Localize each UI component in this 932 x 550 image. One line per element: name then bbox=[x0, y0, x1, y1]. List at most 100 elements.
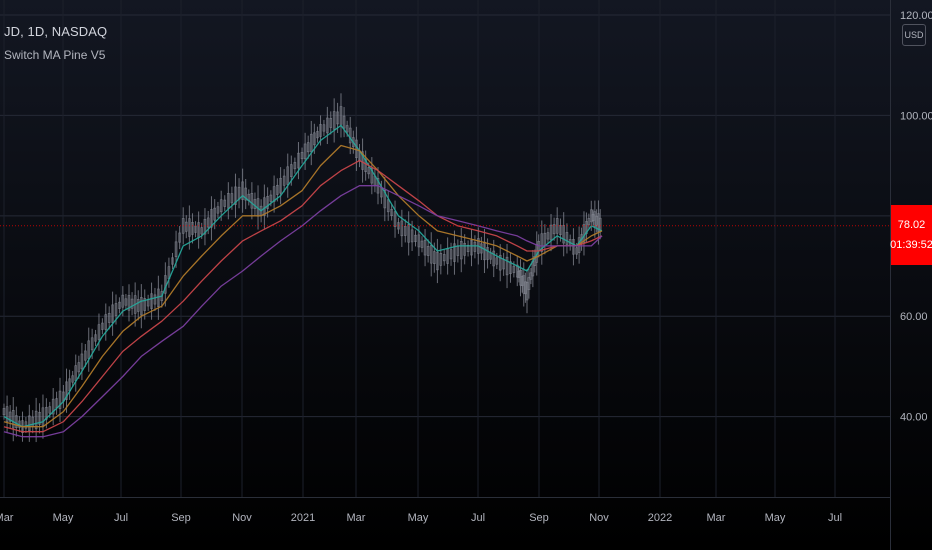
candle-body bbox=[505, 256, 509, 276]
candle-body bbox=[153, 294, 157, 305]
candle-body bbox=[509, 261, 512, 275]
candle-body bbox=[111, 304, 114, 323]
candle-body bbox=[426, 246, 430, 256]
candle-body bbox=[11, 410, 15, 429]
candle-body bbox=[342, 115, 346, 129]
indicator-legend[interactable]: Switch MA Pine V5 bbox=[4, 48, 106, 62]
candle-body bbox=[459, 240, 463, 260]
candle-body bbox=[348, 127, 352, 144]
x-tick-label-10: Nov bbox=[589, 512, 609, 524]
candle-body bbox=[309, 133, 313, 153]
x-tick-label-9: Sep bbox=[529, 512, 549, 524]
candle-body bbox=[282, 175, 286, 186]
candle-body bbox=[244, 187, 247, 201]
candle-body bbox=[313, 132, 316, 146]
candle-body bbox=[150, 293, 153, 309]
candle-body bbox=[332, 111, 336, 130]
candle-body bbox=[517, 270, 521, 278]
currency-badge[interactable]: USD bbox=[902, 24, 926, 46]
candle-body bbox=[253, 199, 257, 210]
candle-body bbox=[8, 411, 12, 422]
y-tick-label-0: 40.00 bbox=[900, 412, 928, 424]
candle-body bbox=[383, 189, 387, 209]
candle-body bbox=[5, 406, 9, 422]
symbol-legend[interactable]: JD, 1D, NASDAQ bbox=[4, 24, 108, 39]
candle-body bbox=[519, 270, 522, 286]
candle-body bbox=[143, 298, 147, 311]
candle-body bbox=[213, 207, 216, 221]
candle-body bbox=[463, 242, 466, 256]
candle-body bbox=[345, 125, 349, 133]
candle-body bbox=[210, 209, 213, 228]
y-tick-labels: 40.00 60.00 100.00 120.00 bbox=[900, 10, 932, 424]
candle-body bbox=[361, 151, 364, 170]
x-tick-label-7: May bbox=[408, 512, 429, 524]
candle-body bbox=[470, 239, 473, 256]
candle-body bbox=[403, 225, 407, 236]
candle-body bbox=[495, 257, 499, 265]
candle-body bbox=[184, 221, 188, 232]
candle-body bbox=[442, 254, 446, 262]
candle-body bbox=[524, 281, 527, 295]
candle-body bbox=[188, 218, 191, 237]
candle-body bbox=[230, 193, 234, 204]
last-price-label: 78.02 01:39:52 bbox=[890, 205, 932, 265]
candle-body bbox=[219, 199, 223, 213]
candle-body bbox=[15, 415, 18, 428]
candle-body bbox=[303, 143, 307, 160]
candle-body bbox=[290, 164, 293, 177]
candle-body bbox=[124, 298, 128, 306]
candle-body bbox=[104, 314, 108, 330]
candle-body bbox=[436, 251, 439, 271]
candle-body bbox=[216, 206, 220, 214]
candle-body bbox=[181, 218, 185, 234]
candle-body bbox=[101, 322, 104, 330]
candle-body bbox=[58, 390, 62, 410]
candle-body bbox=[90, 337, 94, 351]
candle-body bbox=[582, 224, 586, 243]
candle-body bbox=[329, 118, 333, 128]
candle-body bbox=[38, 411, 41, 425]
candle-body bbox=[370, 167, 374, 184]
candle-body bbox=[552, 224, 556, 235]
candle-body bbox=[241, 181, 244, 200]
x-tick-label-3: Sep bbox=[171, 512, 191, 524]
candle-body bbox=[352, 137, 355, 148]
candle-body bbox=[107, 312, 111, 323]
candle-body bbox=[319, 124, 322, 137]
candle-body bbox=[390, 208, 393, 216]
candle-body bbox=[386, 199, 390, 213]
candle-body bbox=[466, 244, 470, 252]
candle-body bbox=[449, 249, 453, 260]
candle-body bbox=[114, 303, 118, 316]
candle-body bbox=[400, 220, 404, 237]
candle-body bbox=[546, 232, 550, 240]
y-tick-label-1: 60.00 bbox=[900, 311, 928, 323]
candle-body bbox=[525, 281, 529, 301]
candle-body bbox=[297, 152, 300, 169]
candle-body bbox=[174, 241, 178, 258]
candle-body bbox=[522, 275, 526, 294]
candle-body bbox=[94, 334, 97, 342]
last-price-value: 78.02 bbox=[897, 219, 926, 231]
candle-body bbox=[512, 265, 516, 273]
candle-body bbox=[492, 250, 496, 267]
candle-body bbox=[178, 232, 181, 243]
x-tick-label-1: May bbox=[53, 512, 74, 524]
candle-body bbox=[127, 295, 131, 311]
x-tick-label-6: Mar bbox=[347, 512, 366, 524]
candle-body bbox=[433, 251, 436, 264]
candle-body bbox=[266, 196, 269, 209]
candle-body bbox=[420, 240, 424, 248]
candle-body bbox=[136, 299, 140, 312]
x-tick-label-11: 2022 bbox=[648, 512, 672, 524]
candle-body bbox=[300, 152, 304, 160]
candle-body bbox=[316, 131, 319, 139]
candle-body bbox=[429, 245, 433, 264]
candle-body bbox=[51, 398, 55, 415]
x-tick-label-8: Jul bbox=[471, 512, 485, 524]
candle-body bbox=[572, 239, 575, 255]
